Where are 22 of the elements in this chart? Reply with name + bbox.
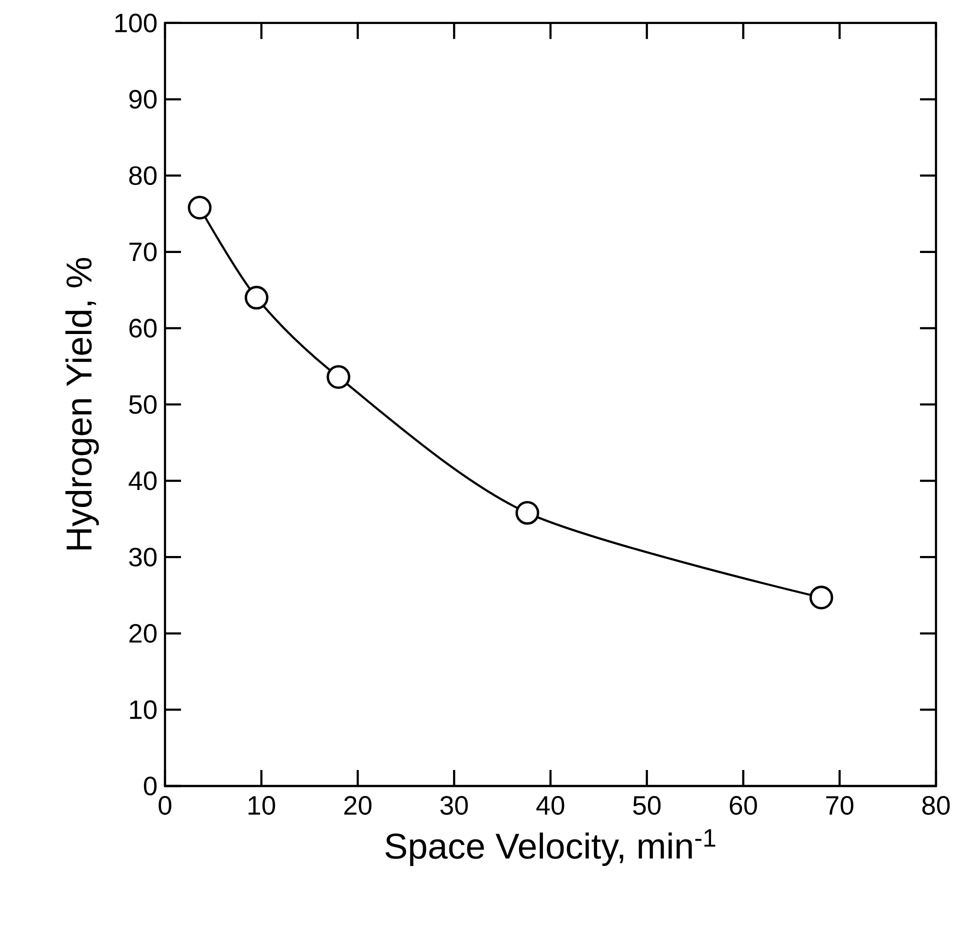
- y-tick-label: 40: [128, 471, 157, 490]
- x-tick-label: 10: [248, 796, 276, 815]
- y-tick-label: 10: [130, 700, 157, 720]
- x-axis-title: Space Velocity, min$^{-1}$: [385, 829, 716, 866]
- y-tick-label: 50: [129, 395, 157, 414]
- y-tick-label: 0: [144, 776, 157, 796]
- x-tick-label: 70: [826, 796, 854, 815]
- y-axis-title: Hydrogen Yield, %: [65, 258, 99, 550]
- y-tick-label: 20: [129, 624, 157, 643]
- y-tick-label: 80: [129, 166, 157, 185]
- x-tick-label: 80: [922, 796, 950, 815]
- y-tick-label: 60: [129, 318, 157, 338]
- x-tick-label: 60: [730, 796, 757, 815]
- x-tick-label: 20: [344, 796, 372, 815]
- x-tick-label: 50: [633, 796, 661, 815]
- y-tick-label: 90: [129, 90, 157, 109]
- y-tick-label: 30: [129, 548, 157, 566]
- x-tick-label: 30: [440, 796, 468, 815]
- y-tick-label: 100: [115, 14, 157, 32]
- x-tick-label: 0: [158, 796, 172, 815]
- x-tick-label: 40: [536, 796, 564, 815]
- y-tick-label: 70: [129, 242, 157, 262]
